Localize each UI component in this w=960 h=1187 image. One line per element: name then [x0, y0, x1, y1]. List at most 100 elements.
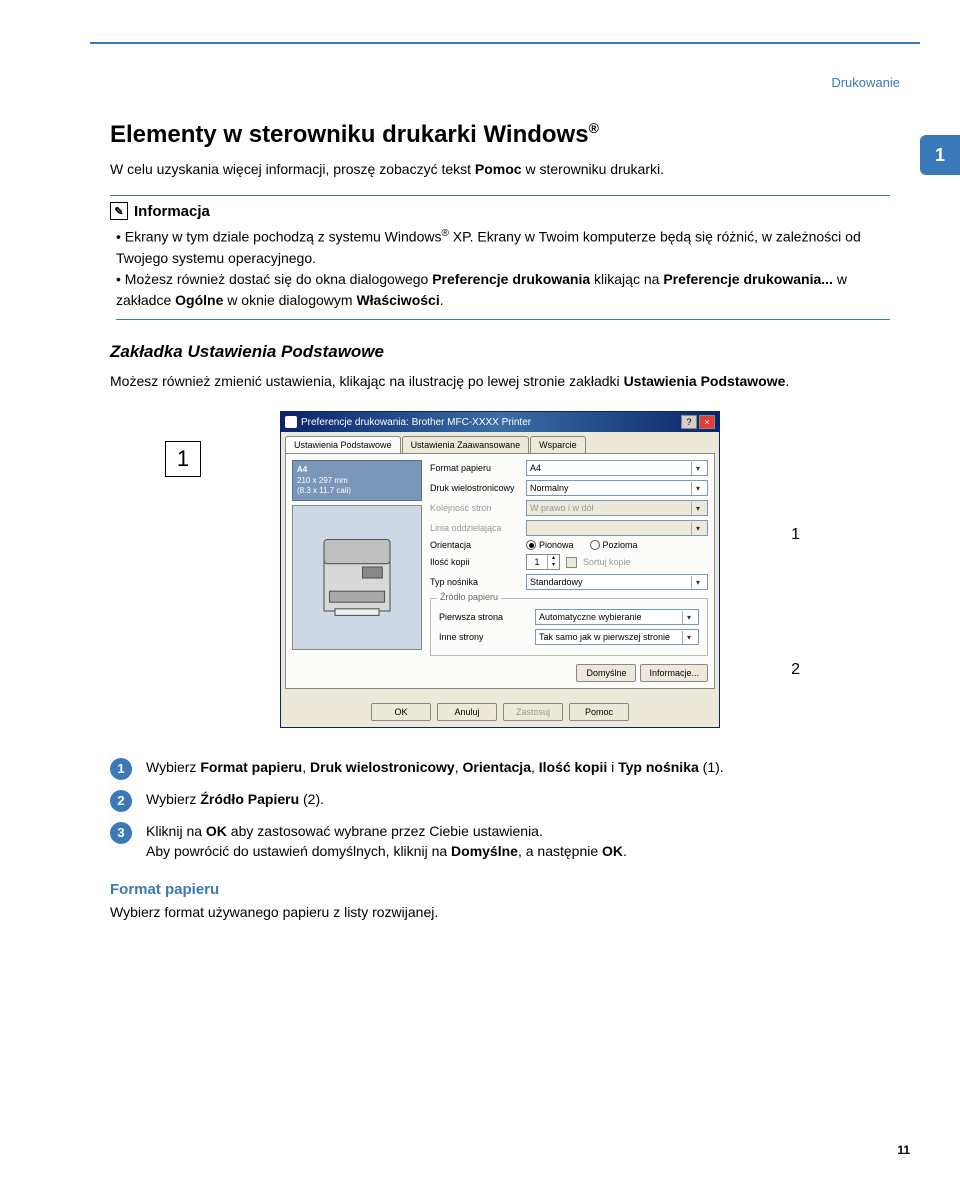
- b2-post: .: [440, 292, 444, 308]
- page-side-tab: 1: [920, 135, 960, 175]
- combo-typ-val: Standardowy: [530, 577, 583, 587]
- label-typ: Typ nośnika: [430, 577, 520, 587]
- b2-b4: Właściwości: [356, 292, 439, 308]
- combo-inne-val: Tak samo jak w pierwszej stronie: [539, 632, 670, 642]
- row-typ: Typ nośnika Standardowy ▾: [430, 574, 708, 590]
- btn-ok[interactable]: OK: [371, 703, 431, 721]
- help-button[interactable]: ?: [681, 415, 697, 429]
- combo-pierwsza[interactable]: Automatyczne wybieranie▾: [535, 609, 699, 625]
- title-sup: ®: [589, 120, 599, 136]
- tab-support[interactable]: Wsparcie: [530, 436, 586, 453]
- titlebar-left: Preferencje drukowania: Brother MFC-XXXX…: [285, 416, 531, 428]
- s1-pre: Wybierz: [146, 759, 200, 775]
- breadcrumb: Drukowanie: [831, 75, 900, 90]
- s1-m3: ,: [531, 759, 539, 775]
- b2-b2: Preferencje drukowania...: [663, 271, 833, 287]
- radio-icon: [590, 540, 600, 550]
- s2-b: Źródło Papieru: [200, 791, 299, 807]
- tab-basic[interactable]: Ustawienia Podstawowe: [285, 436, 401, 453]
- step-2-text: Wybierz Źródło Papieru (2).: [146, 790, 324, 812]
- btn-anuluj[interactable]: Anuluj: [437, 703, 497, 721]
- info-title-row: ✎ Informacja: [110, 202, 890, 220]
- label-kolejnosc: Kolejność stron: [430, 503, 520, 513]
- s1-b3: Orientacja: [463, 759, 531, 775]
- combo-kolejnosc-val: W prawo i w dół: [530, 503, 594, 513]
- radio-pozioma[interactable]: Pozioma: [590, 540, 638, 550]
- label-format: Format papieru: [430, 463, 520, 473]
- dialog-right-col: Format papieru A4▾ Druk wielostronicowy …: [430, 460, 708, 682]
- intro-bold: Pomoc: [475, 161, 522, 177]
- b1-pre: • Ekrany w tym dziale pochodzą z systemu…: [116, 229, 441, 245]
- checkbox-sortuj: [566, 557, 577, 568]
- s3-b3: OK: [602, 843, 623, 859]
- main-button-row: OK Anuluj Zastosuj Pomoc: [281, 697, 719, 727]
- printer-preview[interactable]: [292, 505, 422, 650]
- combo-druk[interactable]: Normalny▾: [526, 480, 708, 496]
- row-format: Format papieru A4▾: [430, 460, 708, 476]
- spinner-ilosc[interactable]: 1 ▴▾: [526, 554, 560, 570]
- s3-pre: Kliknij na: [146, 823, 206, 839]
- s3-l2: Aby powrócić do ustawień domyślnych, kli…: [146, 843, 451, 859]
- row-orientacja: Orientacja Pionowa Pozioma: [430, 540, 708, 550]
- bullet-1: • Ekrany w tym dziale pochodzą z systemu…: [116, 226, 890, 269]
- label-inne: Inne strony: [439, 632, 529, 642]
- info-title: Informacja: [134, 203, 210, 220]
- combo-inne[interactable]: Tak samo jak w pierwszej stronie ▾: [535, 629, 699, 645]
- dialog-left-col: A4 210 x 297 mm (8.3 x 11.7 cali): [292, 460, 422, 682]
- s1-m1: ,: [302, 759, 310, 775]
- close-button[interactable]: ×: [699, 415, 715, 429]
- btn-domyslne[interactable]: Domyślne: [576, 664, 636, 682]
- intro-text: W celu uzyskania więcej informacji, pros…: [110, 161, 890, 177]
- chevron-down-icon: ▾: [691, 462, 704, 475]
- step-1: 1 Wybierz Format papieru, Druk wielostro…: [110, 758, 890, 780]
- b1-sup: ®: [441, 228, 448, 239]
- callout-right-1: 1: [791, 526, 800, 544]
- zt-pre: Możesz również zmienić ustawienia, klika…: [110, 373, 624, 389]
- b2-b3: Ogólne: [175, 292, 223, 308]
- paper-info: A4 210 x 297 mm (8.3 x 11.7 cali): [292, 460, 422, 501]
- s1-m4: i: [607, 759, 618, 775]
- step-1-text: Wybierz Format papieru, Druk wielostroni…: [146, 758, 724, 780]
- s3-b1: OK: [206, 823, 227, 839]
- btn-informacje[interactable]: Informacje...: [640, 664, 708, 682]
- tab-advanced[interactable]: Ustawienia Zaawansowane: [402, 436, 530, 453]
- page-title: Elementy w sterowniku drukarki Windows®: [110, 120, 890, 149]
- chevron-down-icon: ▾: [691, 502, 704, 515]
- printer-icon: [285, 416, 297, 428]
- paper-name: A4: [297, 465, 417, 475]
- tabs-row: Ustawienia Podstawowe Ustawienia Zaawans…: [281, 432, 719, 453]
- radio-pozioma-label: Pozioma: [603, 540, 638, 550]
- row-kolejnosc: Kolejność stron W prawo i w dół ▾: [430, 500, 708, 516]
- chevron-down-icon: ▾: [682, 631, 695, 644]
- step-3-text: Kliknij na OK aby zastosować wybrane prz…: [146, 822, 627, 861]
- zt-post: .: [785, 373, 789, 389]
- chevron-down-icon: ▾: [691, 522, 704, 535]
- combo-format[interactable]: A4▾: [526, 460, 708, 476]
- printer-illustration-icon: [302, 523, 412, 633]
- combo-typ[interactable]: Standardowy ▾: [526, 574, 708, 590]
- group-title: Źródło papieru: [437, 592, 501, 602]
- btn-zastosuj[interactable]: Zastosuj: [503, 703, 563, 721]
- btn-pomoc[interactable]: Pomoc: [569, 703, 629, 721]
- row-druk: Druk wielostronicowy Normalny▾: [430, 480, 708, 496]
- label-ilosc: Ilość kopii: [430, 557, 520, 567]
- radio-row-orient: Pionowa Pozioma: [526, 540, 638, 550]
- b2-pre: • Możesz również dostać się do okna dial…: [116, 271, 432, 287]
- dialog-figure: 1 1 2 Preferencje drukowania: Brother MF…: [110, 411, 890, 728]
- section-heading: Zakładka Ustawienia Podstawowe: [110, 342, 890, 362]
- s2-pre: Wybierz: [146, 791, 200, 807]
- radio-pionowa[interactable]: Pionowa: [526, 540, 574, 550]
- sub-heading: Format papieru: [110, 881, 890, 898]
- group-zrodlo: Źródło papieru Pierwsza strona Automatyc…: [430, 598, 708, 656]
- print-dialog: Preferencje drukowania: Brother MFC-XXXX…: [280, 411, 720, 728]
- paper-dims: 210 x 297 mm: [297, 476, 417, 486]
- intro-pre: W celu uzyskania więcej informacji, pros…: [110, 161, 475, 177]
- combo-linia: ▾: [526, 520, 708, 536]
- b2-m3: w oknie dialogowym: [223, 292, 356, 308]
- step-num-2: 2: [110, 790, 132, 812]
- title-text: Elementy w sterowniku drukarki Windows: [110, 121, 589, 148]
- b2-b1: Preferencje drukowania: [432, 271, 590, 287]
- s1-post: (1).: [699, 759, 724, 775]
- chevron-down-icon: ▾: [691, 576, 704, 589]
- s1-b2: Druk wielostronicowy: [310, 759, 455, 775]
